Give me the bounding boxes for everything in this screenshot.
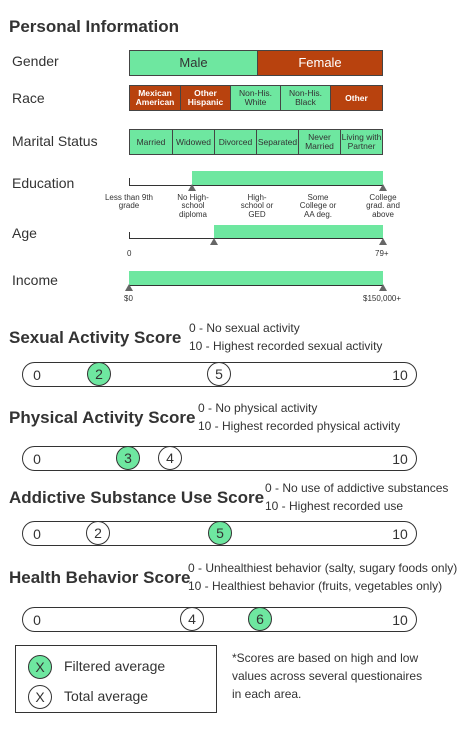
income-axis [129,285,383,286]
health-behavior-total-marker: 4 [180,607,204,631]
education-range-fill [192,171,383,185]
health-behavior-filtered-marker: 6 [248,607,272,631]
age-range-fill [214,225,383,238]
page-title: Personal Information [9,17,180,36]
age-axis [129,238,383,239]
marital-separated-segment[interactable]: Separated [257,130,299,154]
footnote-line-1: *Scores are based on high and low [232,651,419,665]
age-min-label: 0 [127,249,132,258]
health-behavior-score-title: Health Behavior Score [9,568,191,587]
age-max-label: 79+ [375,249,389,258]
health-behavior-high-desc: 10 - Healthiest behavior (fruits, vegeta… [188,579,443,593]
addictive-substance-max: 10 [392,526,408,542]
addictive-substance-total-marker: 2 [86,521,110,545]
education-tick-less-than-9th: Less than 9th grade [104,193,154,211]
age-max-handle-icon[interactable] [379,238,387,245]
physical-activity-high-desc: 10 - Highest recorded physical activity [198,419,401,433]
gender-label: Gender [12,53,59,69]
health-behavior-low-desc: 0 - Unhealthiest behavior (salty, sugary… [188,561,458,575]
income-label: Income [12,272,58,288]
income-min-handle-icon[interactable] [125,284,133,291]
health-behavior-max: 10 [392,612,408,628]
marital-living-with-partner-segment[interactable]: Living with Partner [341,130,382,154]
health-behavior-min: 0 [33,612,41,628]
race-other-segment[interactable]: Other [331,86,382,110]
education-tick-some-college: Some College or AA deg. [299,193,337,219]
footnote-line-2: values across several questionaires [232,669,423,683]
gender-male-segment[interactable]: Male [130,51,258,75]
education-axis [129,185,383,186]
marital-married-segment[interactable]: Married [130,130,173,154]
education-max-handle-icon[interactable] [379,184,387,191]
legend-filtered-symbol: X [28,655,52,679]
education-axis-start-tick [129,178,130,185]
physical-activity-score-bar: 0 10 4 3 [22,446,417,471]
race-non-his-white-segment[interactable]: Non-His. White [231,86,281,110]
physical-activity-low-desc: 0 - No physical activity [198,401,318,415]
education-tick-college-grad: College grad. and above [366,193,400,219]
physical-activity-score-title: Physical Activity Score [9,408,196,427]
legend-total-label: Total average [64,688,149,704]
race-other-hispanic-segment[interactable]: Other Hispanic [181,86,231,110]
education-min-handle-icon[interactable] [188,184,196,191]
age-label: Age [12,225,37,241]
physical-activity-total-marker: 4 [158,446,182,470]
sexual-activity-low-desc: 0 - No sexual activity [189,321,300,335]
physical-activity-min: 0 [33,451,41,467]
education-tick-high-school-ged: High-school or GED [240,193,274,219]
marital-status-label: Marital Status [12,133,98,149]
sexual-activity-max: 10 [392,367,408,383]
sexual-activity-high-desc: 10 - Highest recorded sexual activity [189,339,383,353]
addictive-substance-score-bar: 0 10 2 5 [22,521,417,546]
income-range-fill [129,271,383,285]
race-bar: Mexican American Other Hispanic Non-His.… [129,85,383,111]
footnote-line-3: in each area. [232,687,302,701]
education-label: Education [12,175,75,191]
physical-activity-max: 10 [392,451,408,467]
marital-status-bar: Married Widowed Divorced Separated Never… [129,129,383,155]
health-behavior-score-bar: 0 10 4 6 [22,607,417,632]
marital-widowed-segment[interactable]: Widowed [173,130,215,154]
physical-activity-filtered-marker: 3 [116,446,140,470]
addictive-substance-high-desc: 10 - Highest recorded use [265,499,404,513]
race-non-his-black-segment[interactable]: Non-His. Black [281,86,331,110]
income-min-label: $0 [124,294,133,303]
sexual-activity-total-marker: 5 [207,362,231,386]
sexual-activity-score-title: Sexual Activity Score [9,328,182,347]
legend-total-symbol: X [28,685,52,709]
legend-box: X Filtered average X Total average [15,645,217,713]
age-axis-start-tick [129,232,130,239]
sexual-activity-score-bar: 0 10 5 2 [22,362,417,387]
addictive-substance-filtered-marker: 5 [208,521,232,545]
addictive-substance-low-desc: 0 - No use of addictive substances [265,481,449,495]
legend-filtered-label: Filtered average [64,658,166,674]
addictive-substance-score-title: Addictive Substance Use Score [9,488,265,507]
sexual-activity-filtered-marker: 2 [87,362,111,386]
sexual-activity-min: 0 [33,367,41,383]
race-mexican-american-segment[interactable]: Mexican American [130,86,181,110]
addictive-substance-min: 0 [33,526,41,542]
marital-divorced-segment[interactable]: Divorced [215,130,257,154]
race-label: Race [12,90,45,106]
gender-bar: Male Female [129,50,383,76]
gender-female-segment[interactable]: Female [258,51,382,75]
income-max-label: $150,000+ [363,294,402,303]
age-min-handle-icon[interactable] [210,238,218,245]
income-max-handle-icon[interactable] [379,284,387,291]
education-tick-no-high-school: No High-school diploma [177,193,209,219]
marital-never-married-segment[interactable]: Never Married [299,130,341,154]
